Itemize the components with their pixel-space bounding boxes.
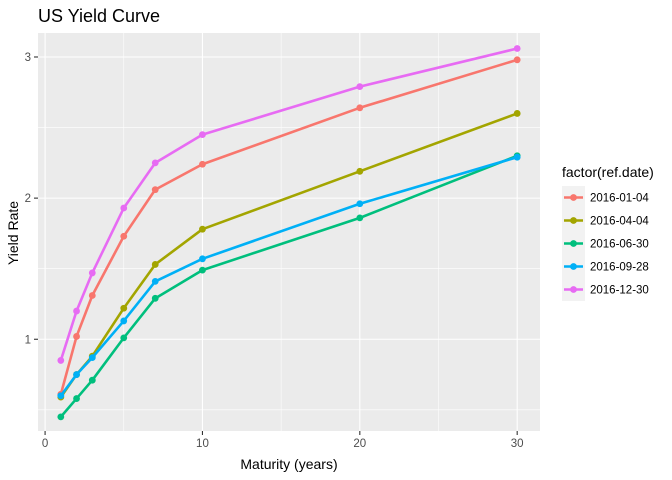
data-point [57,413,65,421]
legend-item: 2016-01-04 [562,186,649,209]
data-point [513,110,521,117]
data-point [199,266,206,274]
series-line [59,155,518,397]
legend-item: 2016-09-28 [562,255,649,278]
legend-item: 2016-04-04 [562,209,649,232]
data-point [120,334,128,342]
x-tick-label: 30 [511,438,524,450]
data-point [513,153,521,161]
data-point [73,371,80,378]
data-point [120,304,128,312]
legend: factor(ref.date) 2016-01-04 2016-04-04 201… [562,164,654,301]
legend-label: 2016-04-04 [590,216,649,228]
data-point [151,261,159,268]
data-point [88,292,96,299]
data-point [356,200,364,208]
legend-item: 2016-12-30 [562,278,649,301]
data-point [199,160,206,168]
legend-key-point [570,240,577,247]
chart-title: US Yield Curve [38,6,160,26]
data-point [356,104,364,112]
data-point [199,131,206,139]
axes-layer: 0 10 20 30 1 2 3 [25,52,524,450]
data-point [199,225,206,233]
legend-label: 2016-12-30 [590,285,649,297]
series-line [59,58,518,395]
data-point [151,294,159,302]
legend-item: 2016-06-30 [562,232,649,255]
series-line [59,154,518,418]
series-2016-01-04 [57,56,521,398]
series-2016-09-28 [57,153,521,400]
data-point [88,376,96,384]
series-2016-12-30 [57,45,521,364]
x-axis-title: Maturity (years) [240,456,337,472]
data-point [151,277,159,285]
data-point [513,45,521,52]
series-layer [57,45,521,421]
x-tick-label: 20 [353,438,366,450]
data-point [356,83,364,91]
y-tick-label: 3 [25,52,31,64]
y-axis-title: Yield Rate [5,201,21,265]
legend-key-point [570,194,577,201]
y-tick-label: 1 [25,334,31,346]
data-point [88,269,96,277]
legend-title: factor(ref.date) [562,164,654,180]
data-point [73,333,80,340]
legend-key-point [570,263,577,270]
data-point [199,255,206,263]
data-point [513,56,521,64]
data-point [356,214,364,222]
data-point [57,357,65,364]
legend-label: 2016-06-30 [590,239,649,251]
plot-panel [38,33,540,431]
legend-label: 2016-09-28 [590,262,649,274]
data-point [120,232,128,240]
series-2016-06-30 [57,152,521,421]
legend-key-point [570,286,577,293]
x-tick-label: 0 [42,438,48,450]
series-line [59,47,518,361]
legend-label: 2016-01-04 [590,193,649,205]
data-point [151,186,159,194]
data-point [151,159,159,167]
data-point [88,354,96,362]
legend-key-point [570,217,577,224]
data-point [57,392,65,400]
data-point [120,204,128,212]
y-tick-label: 2 [25,193,31,205]
x-tick-label: 10 [196,438,209,450]
data-point [73,395,80,402]
data-point [120,317,128,325]
data-point [356,167,364,175]
data-point [73,307,80,315]
